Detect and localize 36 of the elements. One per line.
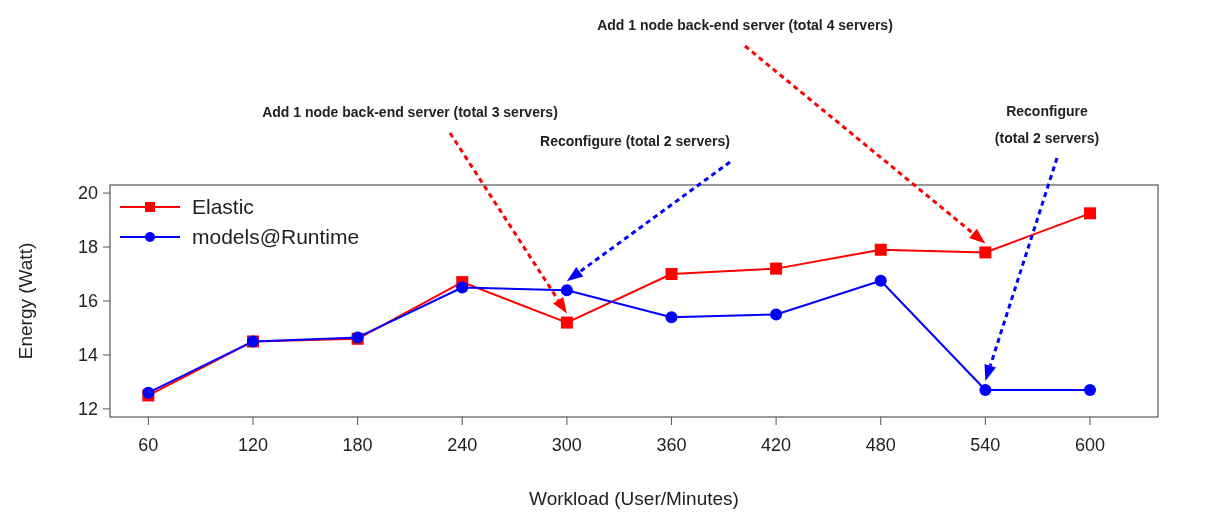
legend-label: Elastic: [192, 195, 254, 219]
x-tick-label: 60: [138, 435, 159, 455]
y-tick-label: 18: [77, 237, 98, 258]
y-tick-label: 14: [77, 345, 98, 366]
x-tick-label: 300: [551, 435, 582, 455]
text: Reconfigure (total 2 servers): [994, 103, 1100, 146]
point: [874, 243, 887, 256]
y-tick-label: 16: [77, 291, 98, 312]
y-tick-label: 20: [77, 183, 98, 204]
x-tick-label: 360: [656, 435, 687, 455]
point: [770, 308, 783, 321]
point: [560, 316, 573, 329]
legend-label: models@Runtime: [192, 225, 360, 249]
x-tick-label: 180: [342, 435, 373, 455]
point: [1083, 384, 1096, 397]
point: [456, 281, 469, 294]
x-tick-label: 600: [1074, 435, 1106, 455]
y-axis-title: Energy (Watt): [15, 242, 36, 360]
text: Add 1 node back-end server (total 4 servers): [597, 17, 893, 33]
point: [874, 274, 887, 287]
x-tick-label: 120: [237, 435, 269, 455]
text: Add 1 node back-end server (total 3 servers): [262, 104, 558, 120]
point: [979, 384, 992, 397]
x-tick-label: 540: [970, 435, 1001, 455]
point: [560, 284, 573, 297]
y-tick-label: 12: [77, 399, 98, 420]
x-axis-title: Workload (User/Minutes): [529, 488, 739, 509]
point: [979, 246, 992, 259]
point: [665, 311, 678, 324]
point: [665, 268, 678, 281]
x-tick-label: 240: [447, 435, 478, 455]
point: [770, 262, 783, 275]
x-tick-label: 480: [865, 435, 896, 455]
text: Reconfigure (total 2 servers): [540, 133, 730, 149]
point: [1083, 207, 1096, 220]
x-tick-label: 420: [761, 435, 792, 455]
